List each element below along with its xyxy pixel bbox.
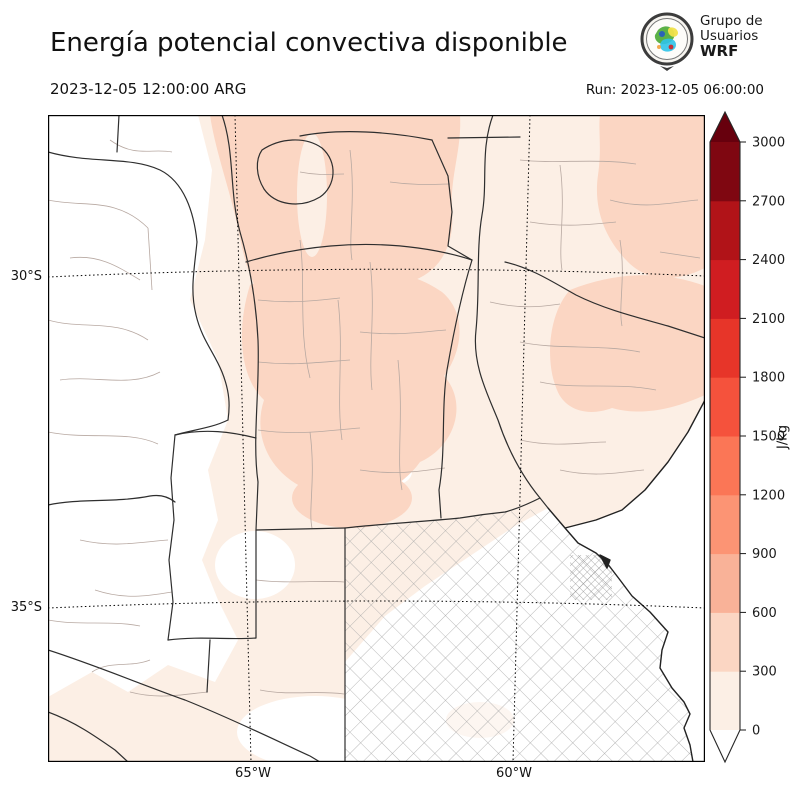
colorbar-band: [710, 259, 740, 319]
lat-tick-35s: 35°S: [10, 600, 42, 615]
gridlines: [48, 115, 705, 762]
cape-shading-layer: [48, 115, 705, 762]
lat-tick-30s: 30°S: [10, 269, 42, 284]
colorbar-tick-label: 3000: [752, 136, 785, 151]
colorbar-band: [710, 671, 740, 731]
run-time-label: Run: 2023-12-05 06:00:00: [585, 82, 764, 98]
colorbar-tick-label: 300: [752, 665, 777, 680]
valid-time-label: 2023-12-05 12:00:00 ARG: [50, 80, 247, 98]
colorbar-tick-label: 1500: [752, 430, 785, 445]
colorbar-band: [710, 494, 740, 555]
colorbar-tick-label: 2700: [752, 194, 785, 209]
colorbar-tick-label: 1200: [752, 488, 785, 503]
colorbar-band: [710, 553, 740, 613]
colorbar-band: [710, 142, 740, 202]
colorbar-band: [710, 436, 740, 496]
colorbar-tick-label: 900: [752, 547, 777, 562]
colorbar-unit-label: J/kg: [775, 425, 791, 449]
wrf-users-group-logo: Grupo de Usuarios WRF: [638, 10, 788, 72]
map-frame: [48, 115, 705, 762]
colorbar-tick-label: 2100: [752, 312, 785, 327]
colorbar-tick-label: 1800: [752, 371, 785, 386]
colorbar-band: [710, 200, 740, 261]
colorbar-band: [710, 377, 740, 437]
colorbar-tick-label: 600: [752, 606, 777, 621]
coastline: [547, 399, 705, 762]
logo-text: Grupo de Usuarios WRF: [700, 14, 763, 59]
logo-line-1: Grupo de: [700, 13, 763, 29]
colorbar-band: [710, 612, 740, 672]
lon-tick-60w: 60°W: [496, 766, 532, 781]
colorbar-tick-label: 2400: [752, 253, 785, 268]
colorbar-over-arrow: [710, 112, 740, 142]
colorbar-tick-label: 0: [752, 724, 760, 739]
colorbar-svg: 0 300 600 900 1200 1500 1800 2100 2400 2700 3000: [709, 110, 785, 764]
map-canvas: [48, 115, 705, 762]
colorbar-band: [710, 318, 740, 378]
colorbar-under-arrow: [710, 730, 740, 762]
province-borders: [48, 115, 705, 762]
logo-line-3: WRF: [700, 42, 739, 60]
logo-line-2: Usuarios: [700, 28, 759, 44]
page-title: Energía potencial convectiva disponible: [50, 28, 568, 58]
colorbar: 0 300 600 900 1200 1500 1800 2100 2400 2700 3000: [706, 108, 800, 774]
lon-tick-65w: 65°W: [235, 766, 271, 781]
department-borders: [48, 139, 701, 697]
globe-emblem-icon: [640, 12, 694, 71]
